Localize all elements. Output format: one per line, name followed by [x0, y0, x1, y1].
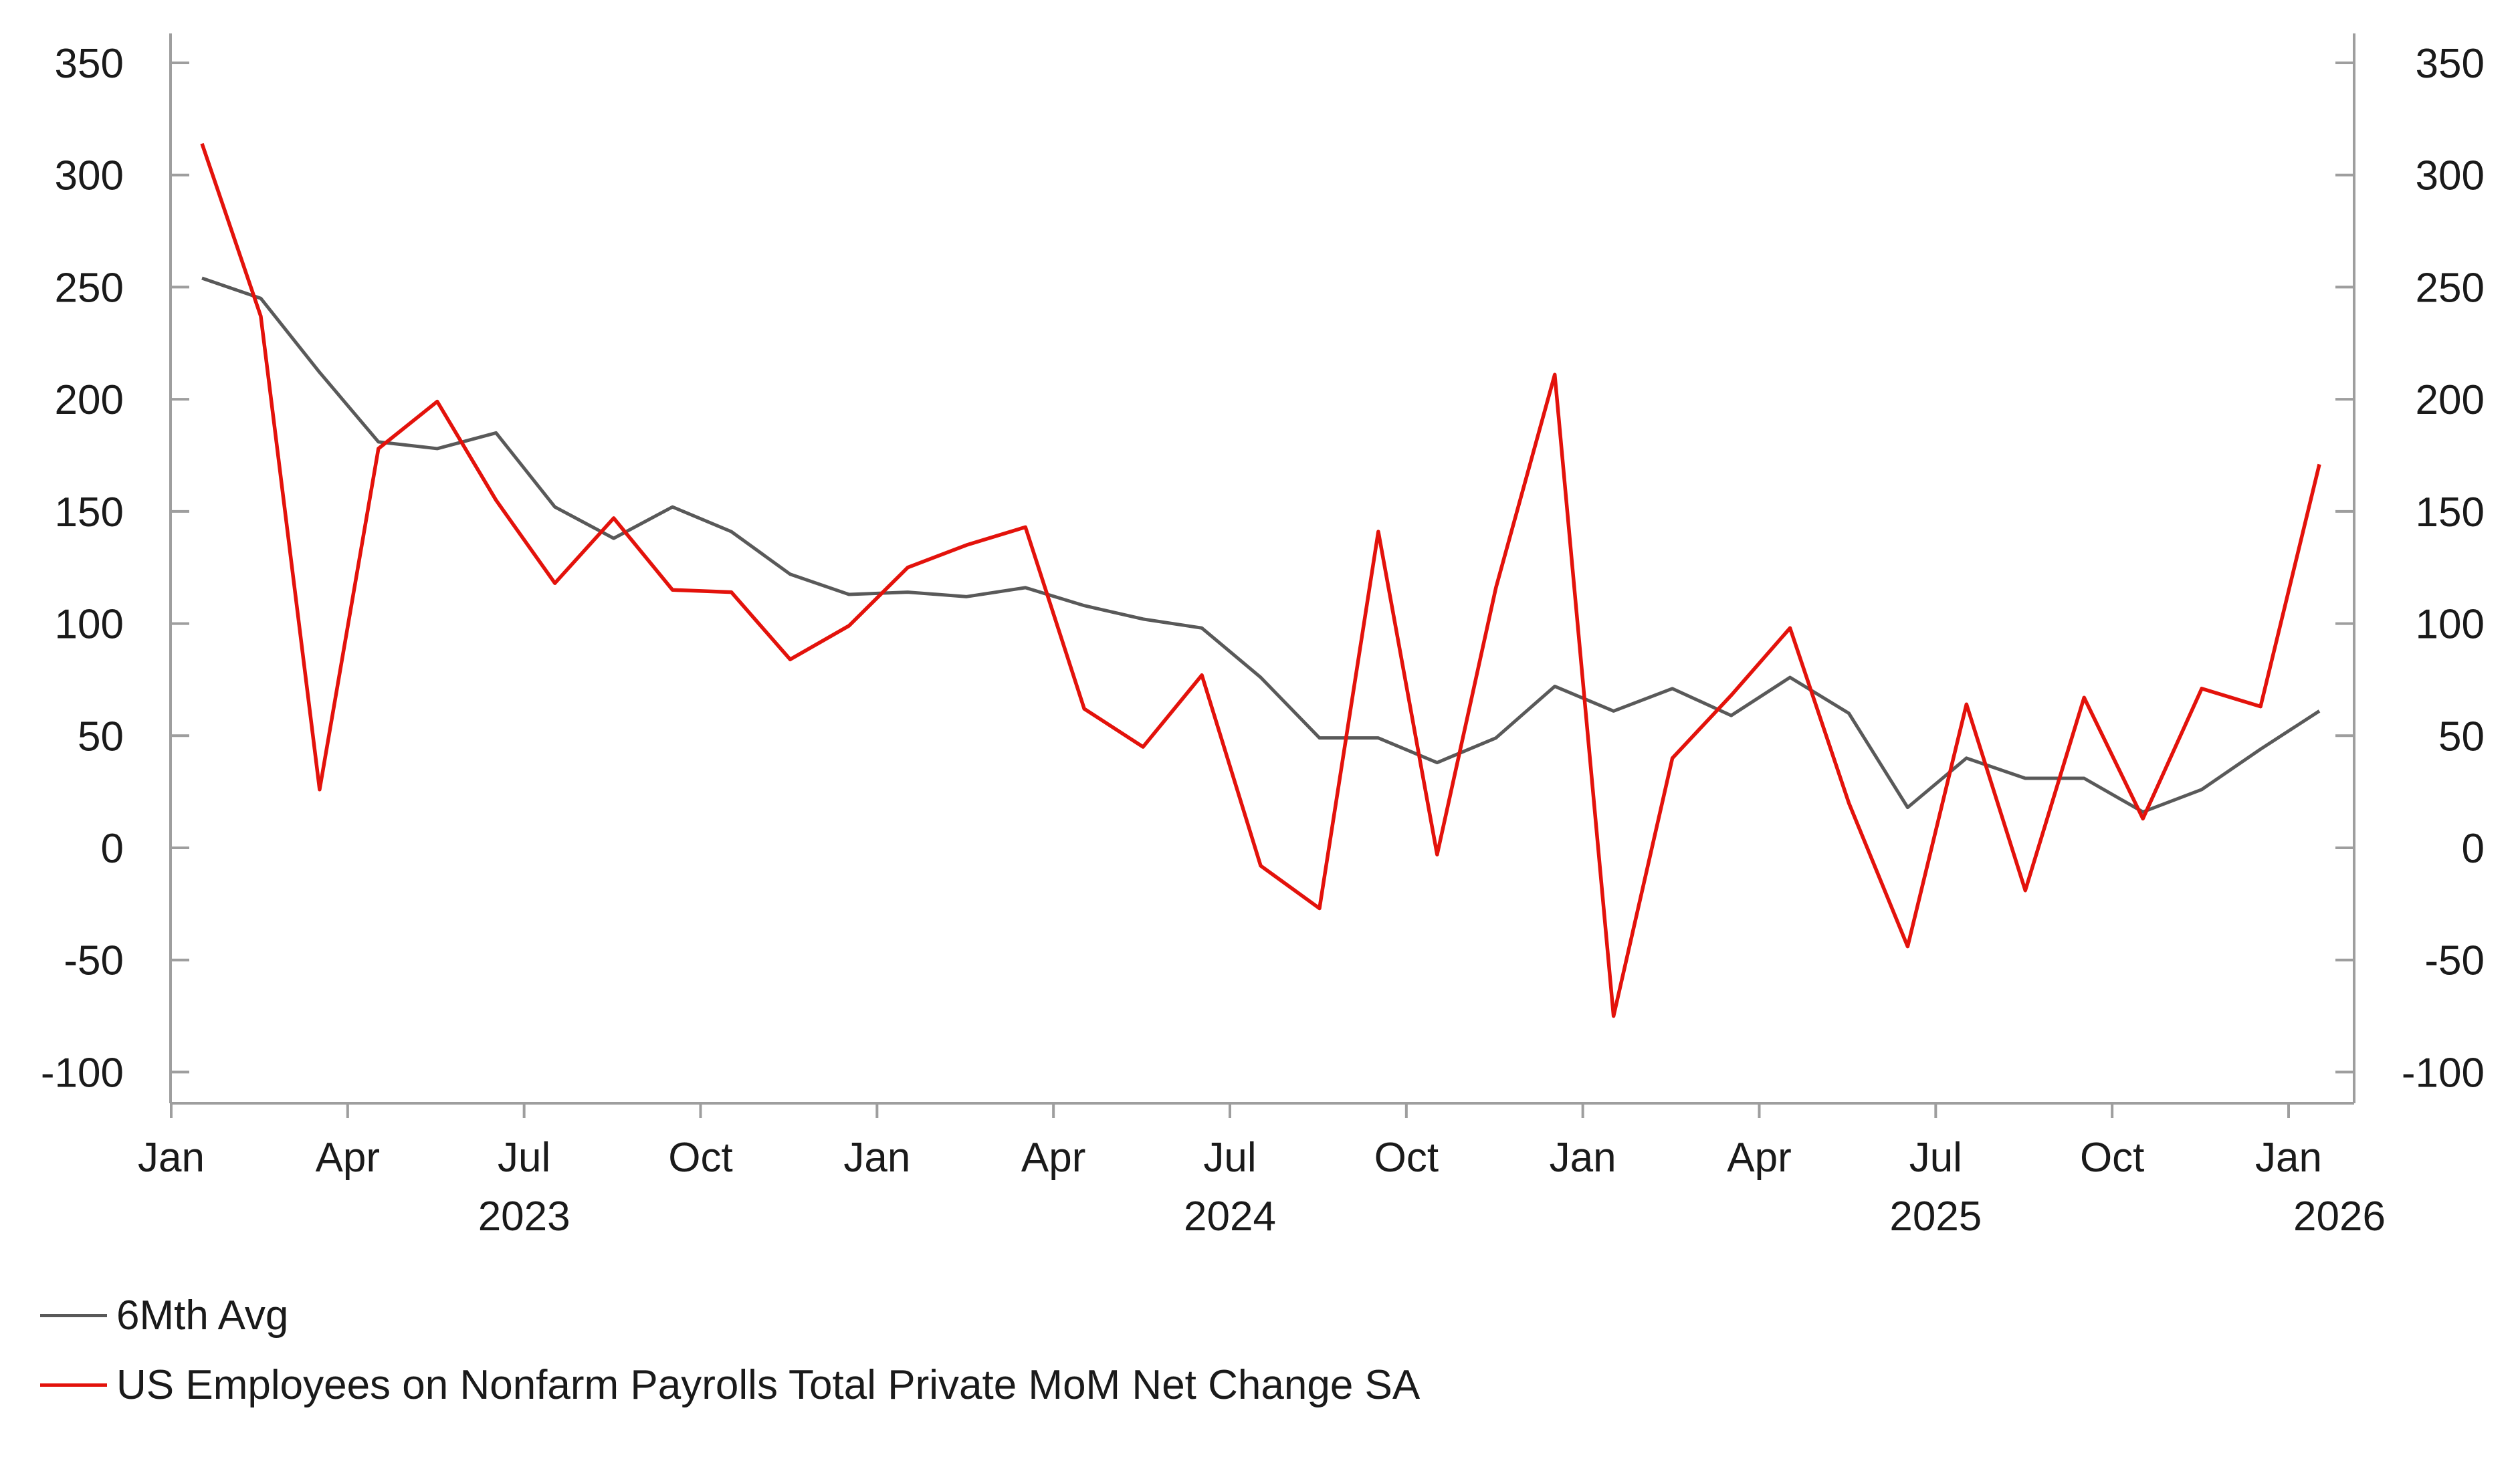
right-y-tick-label: 50 — [2438, 713, 2485, 760]
x-year-label: 2026 — [2293, 1194, 2386, 1240]
legend: 6Mth Avg US Employees on Nonfarm Payroll… — [40, 1280, 1420, 1420]
left-y-tick-label: 150 — [55, 489, 124, 536]
legend-label-nonfarm-payrolls: US Employees on Nonfarm Payrolls Total P… — [116, 1361, 1421, 1408]
left-y-tick-label: 350 — [55, 41, 124, 87]
legend-item-nonfarm-payrolls: US Employees on Nonfarm Payrolls Total P… — [40, 1350, 1420, 1420]
series-lines — [200, 142, 2321, 1018]
left-y-tick-label: 200 — [55, 377, 124, 423]
left-y-tick-label: 0 — [101, 826, 124, 872]
right-y-tick-label: 200 — [2416, 377, 2485, 423]
x-month-label: Oct — [668, 1135, 732, 1181]
x-month-label: Jul — [498, 1135, 550, 1181]
right-y-tick-label: -100 — [2402, 1050, 2485, 1096]
axes-group — [169, 33, 2355, 1118]
legend-swatch-nonfarm-payrolls — [40, 1383, 107, 1387]
x-month-label: Oct — [1374, 1135, 1439, 1181]
legend-swatch-6mth-avg — [40, 1313, 107, 1317]
left-y-tick-label: -50 — [64, 938, 124, 984]
right-y-tick-label: 300 — [2416, 153, 2485, 199]
right-y-tick-label: 0 — [2462, 826, 2485, 872]
left-y-tick-label: 250 — [55, 265, 124, 311]
right-y-axis-labels: 350 300 250 200 150 100 50 0 -50 -100 — [2402, 41, 2485, 1096]
x-year-label: 2023 — [478, 1194, 570, 1240]
x-month-label: Jan — [1550, 1135, 1616, 1181]
series-line-6mth-avg — [201, 276, 2321, 814]
left-y-tick-label: 50 — [78, 713, 124, 760]
legend-item-6mth-avg: 6Mth Avg — [40, 1280, 1420, 1350]
legend-label-6mth-avg: 6Mth Avg — [116, 1292, 289, 1339]
x-month-label: Jul — [1203, 1135, 1256, 1181]
right-y-tick-label: 150 — [2416, 489, 2485, 536]
x-axis-labels: Jan Apr Jul Oct Jan Apr Jul Oct Jan Apr Jul Oct Jan 2… — [138, 1135, 2386, 1240]
x-month-label: Jan — [2255, 1135, 2322, 1181]
left-y-axis-labels: 350 300 250 200 150 100 50 0 -50 -100 — [41, 41, 124, 1096]
right-y-tick-label: 350 — [2416, 41, 2485, 87]
left-y-tick-label: 100 — [55, 602, 124, 648]
x-month-label: Jul — [1909, 1135, 1962, 1181]
left-y-tick-label: -100 — [41, 1050, 124, 1096]
right-y-tick-label: 250 — [2416, 265, 2485, 311]
right-y-tick-label: -50 — [2424, 938, 2485, 984]
right-y-tick-label: 100 — [2416, 602, 2485, 648]
x-month-label: Oct — [2080, 1135, 2144, 1181]
x-month-label: Apr — [1727, 1135, 1791, 1181]
series-line-nonfarm-payrolls — [200, 142, 2321, 1018]
x-year-label: 2024 — [1184, 1194, 1276, 1240]
x-month-label: Apr — [316, 1135, 380, 1181]
x-year-label: 2025 — [1889, 1194, 1982, 1240]
x-month-label: Apr — [1021, 1135, 1085, 1181]
left-y-tick-label: 300 — [55, 153, 124, 199]
x-month-label: Jan — [843, 1135, 910, 1181]
x-month-label: Jan — [138, 1135, 205, 1181]
